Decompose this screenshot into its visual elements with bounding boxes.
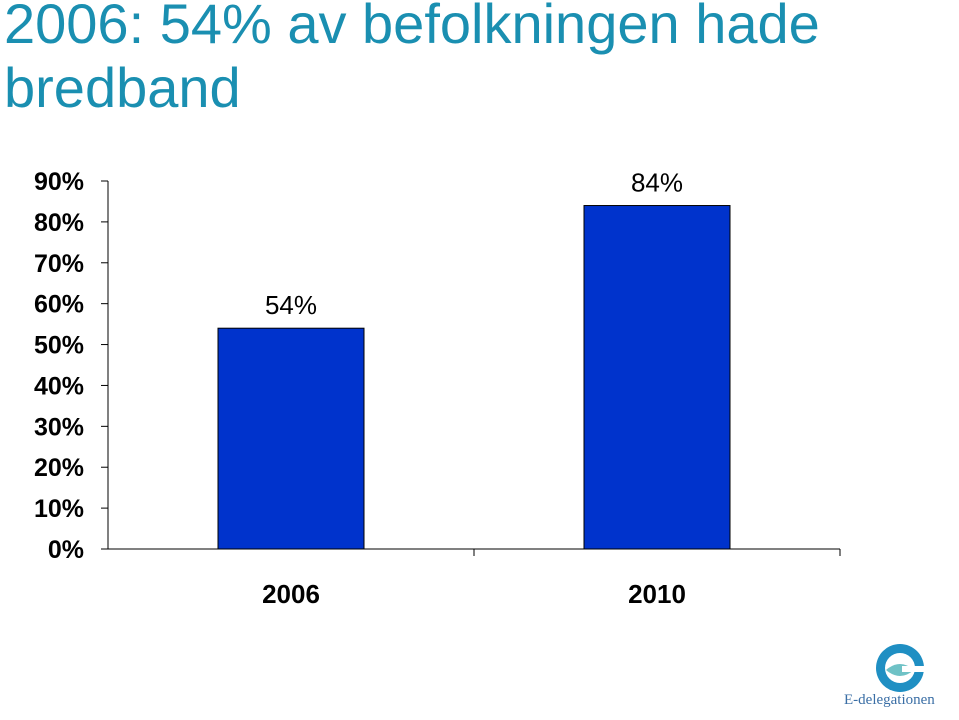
bar-2010 (583, 205, 731, 550)
e-delegationen-logo: E-delegationen (840, 640, 959, 720)
y-axis: 0% 10% 20% 30% 40% 50% 60% 70% 80% 90% (34, 168, 109, 564)
y-tick-label: 10% (34, 495, 84, 523)
data-labels: 54% 84% (265, 168, 683, 321)
y-tick-label: 60% (34, 291, 84, 319)
bars (217, 205, 731, 550)
y-tick-label: 0% (48, 536, 84, 564)
y-tick-label: 90% (34, 168, 84, 196)
bar-2006 (217, 327, 365, 550)
e-swirl-icon (876, 644, 928, 692)
x-category-label: 2006 (262, 579, 320, 609)
y-tick-label: 50% (34, 332, 84, 360)
y-tick-label: 40% (34, 372, 84, 400)
data-label-2006: 54% (265, 290, 317, 320)
y-tick-label: 20% (34, 454, 84, 482)
data-label-2010: 84% (631, 168, 683, 198)
slide-title: 2006: 54% av befolkningen hade bredband (4, 0, 820, 119)
y-tick-label: 30% (34, 413, 84, 441)
x-axis: 2006 2010 (108, 548, 841, 609)
y-tick-label: 80% (34, 209, 84, 237)
x-category-label: 2010 (628, 579, 686, 609)
y-tick-label: 70% (34, 250, 84, 278)
logo-text: E-delegationen (844, 692, 935, 708)
